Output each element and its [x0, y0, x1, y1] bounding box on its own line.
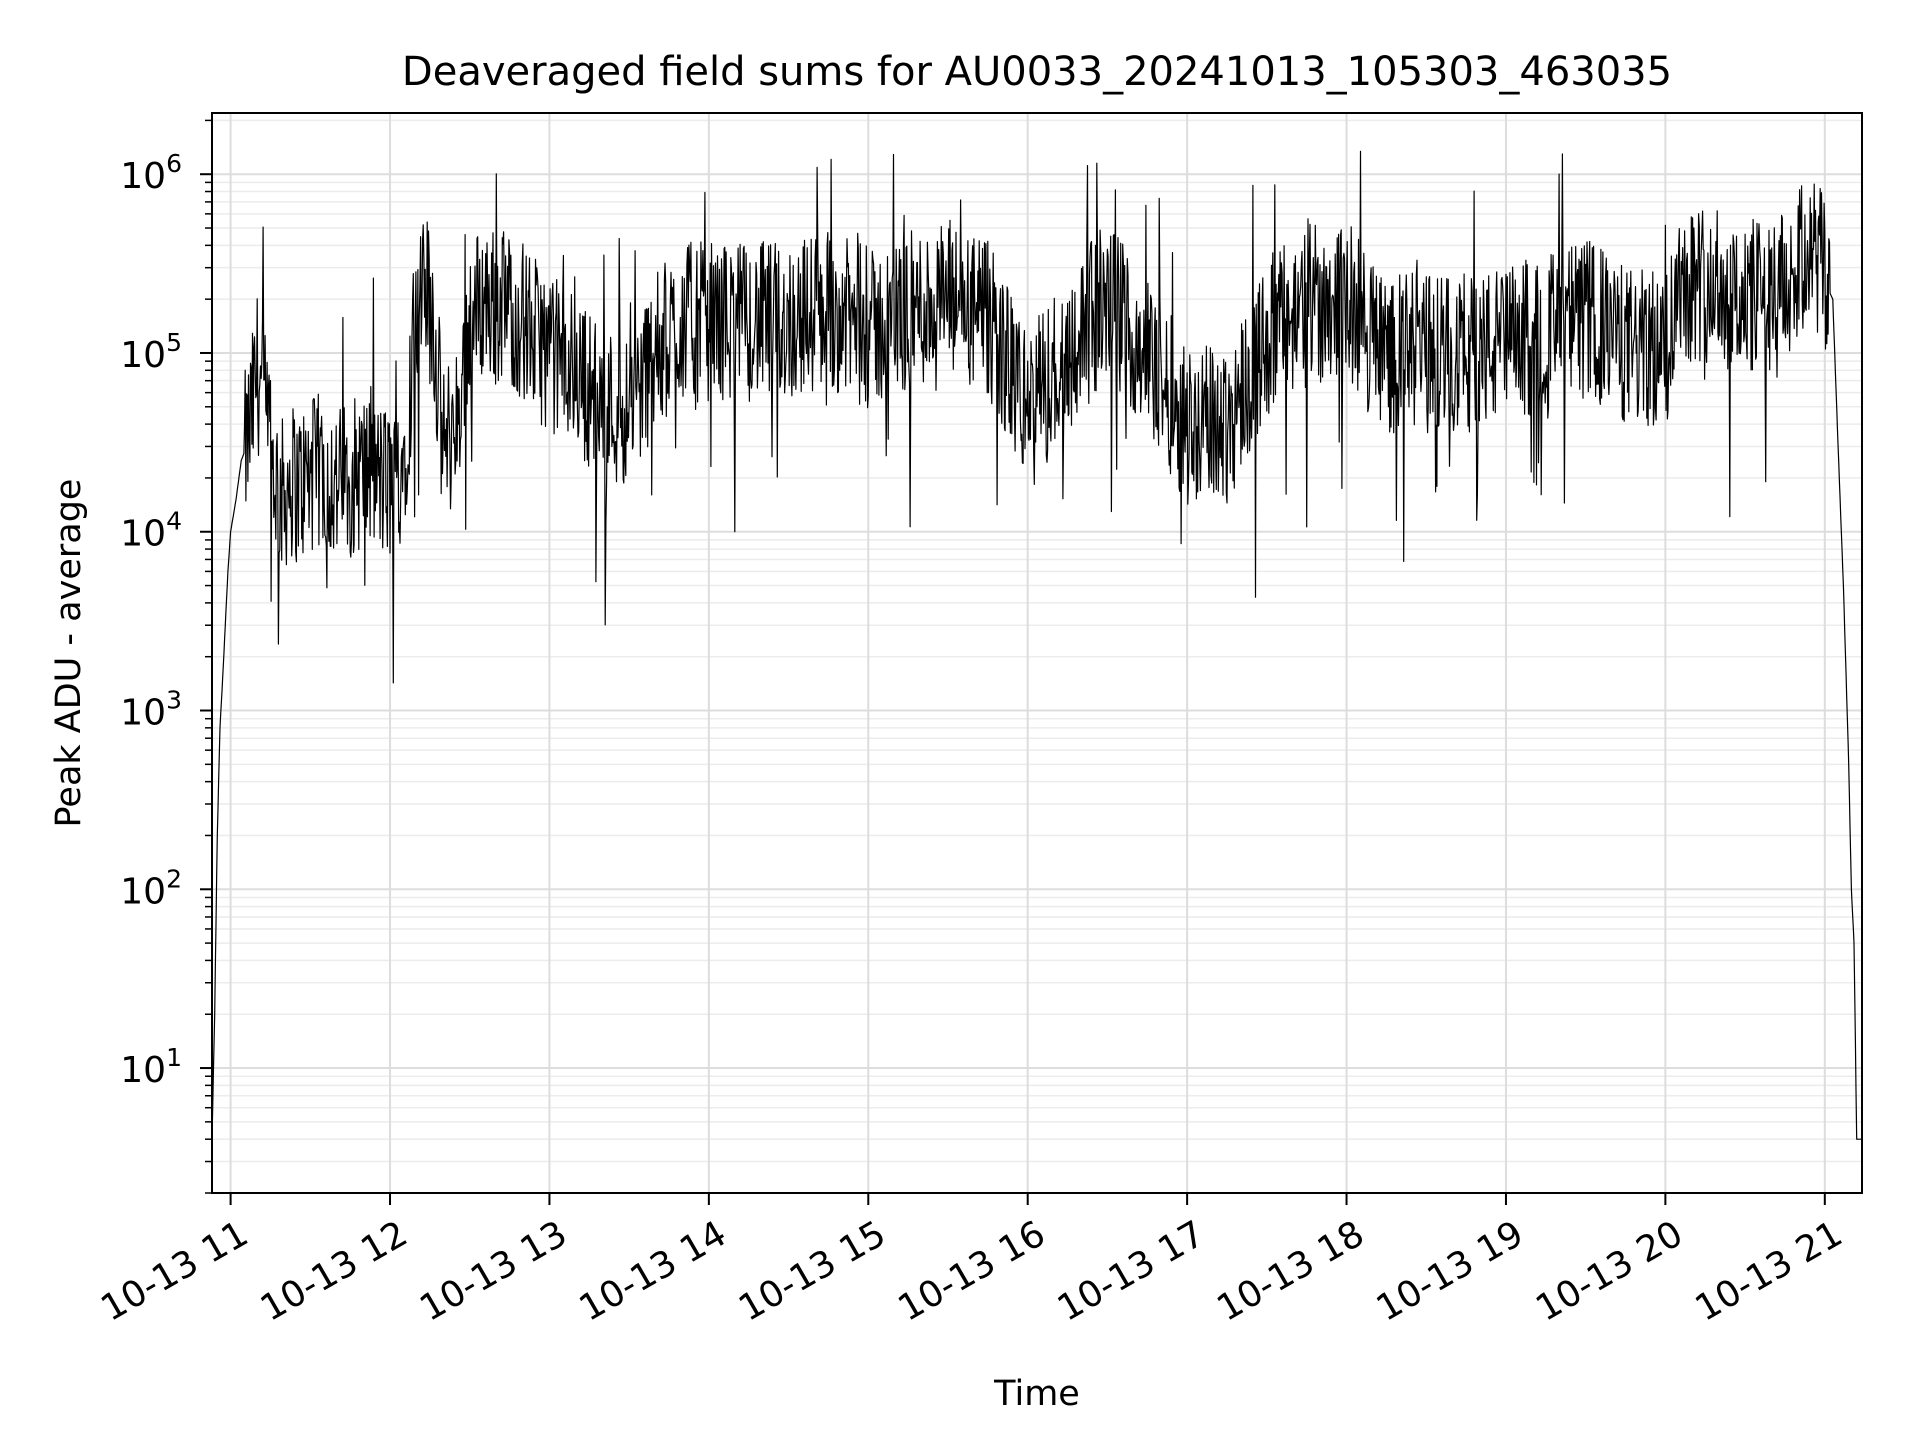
y-tick-label: 103: [120, 686, 182, 734]
x-tick-label: 10-13 14: [573, 1213, 734, 1329]
series-line: [211, 150, 1862, 1140]
x-tick-label: 10-13 12: [254, 1213, 415, 1329]
plot-frame: [211, 112, 1863, 1194]
x-tick-label: 10-13 16: [892, 1213, 1053, 1329]
chart-title: Deaveraged field sums for AU0033_2024101…: [402, 49, 1672, 95]
y-tick-label: 105: [120, 328, 182, 376]
x-tick-label: 10-13 13: [413, 1213, 574, 1329]
y-axis-label: Peak ADU - average: [49, 479, 89, 828]
x-tick-label: 10-13 11: [94, 1213, 255, 1329]
x-tick-label: 10-13 19: [1370, 1213, 1531, 1329]
x-tick-label: 10-13 15: [732, 1213, 893, 1329]
grid: [212, 113, 1862, 1194]
y-tick-label: 102: [120, 864, 182, 912]
y-axis: 101 102 103 104 105 106: [120, 119, 212, 1194]
y-tick-label: 106: [120, 149, 182, 197]
x-tick-label: 10-13 17: [1051, 1213, 1212, 1329]
x-axis-label: Time: [993, 1374, 1080, 1414]
y-tick-label: 101: [120, 1043, 182, 1091]
y-tick-label: 104: [120, 507, 182, 555]
x-tick-label: 10-13 18: [1210, 1213, 1371, 1329]
x-tick-label: 10-13 21: [1689, 1213, 1850, 1329]
x-tick-label: 10-13 20: [1529, 1213, 1690, 1329]
